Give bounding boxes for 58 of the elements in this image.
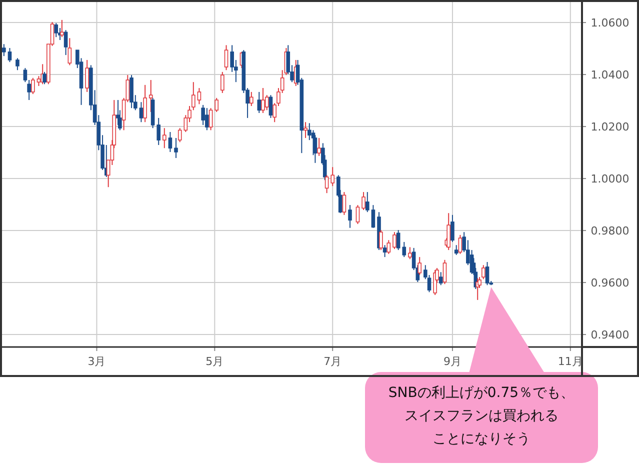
candlestick (268, 94, 273, 118)
x-tick-label: 3月 (88, 355, 106, 368)
candlestick (317, 137, 321, 156)
candlestick (148, 79, 153, 112)
candlestick (208, 108, 213, 131)
candlestick (257, 91, 262, 114)
x-tick-label: 9月 (443, 355, 462, 368)
candlestick (205, 108, 209, 131)
candlestick (250, 91, 254, 106)
y-tick-label: 1.0600 (590, 16, 630, 30)
candlestick (174, 137, 178, 158)
candlestick (458, 234, 462, 254)
candlestick (168, 131, 172, 153)
y-tick-label: 0.9800 (590, 224, 630, 238)
x-tick-label: 5月 (206, 355, 224, 368)
y-tick-label: 1.0000 (590, 172, 630, 186)
candlestick (224, 44, 228, 71)
candlestick (485, 261, 490, 286)
candlestick (324, 174, 329, 194)
y-tick-label: 1.0400 (590, 68, 630, 82)
candlestick (382, 244, 387, 258)
candlestick (156, 117, 160, 146)
text: SNBの利上げが0.75％でも、 (388, 385, 575, 401)
candlestick (371, 204, 376, 228)
candlestick (197, 88, 202, 105)
candlestick (162, 128, 166, 149)
candlestick (450, 214, 454, 242)
candlestick (143, 84, 147, 123)
candlestick (356, 204, 360, 225)
candlestick (348, 204, 352, 228)
candlestick (362, 192, 366, 210)
candlestick (408, 246, 412, 260)
candlestick (446, 212, 450, 251)
candlestick (330, 166, 334, 187)
candlestick (392, 232, 396, 250)
candlestick (396, 230, 400, 251)
x-tick-label: 7月 (324, 355, 342, 368)
candlestick (379, 230, 383, 251)
candlestick (454, 244, 458, 256)
text: スイスフランは買われる (404, 408, 558, 424)
y-tick-label: 1.0200 (590, 120, 630, 134)
candlestick (418, 256, 422, 276)
y-tick-label: 0.9400 (590, 328, 630, 342)
candlestick (139, 102, 144, 123)
candlestick (304, 122, 308, 138)
candlestick (366, 192, 370, 213)
candlestick (442, 259, 447, 285)
candlestick (438, 272, 443, 286)
candlestick (342, 192, 346, 216)
candlestick (178, 128, 182, 143)
y-tick-label: 0.9600 (590, 276, 630, 290)
text: ことになりそう (432, 431, 530, 447)
candlestick (261, 88, 265, 114)
x-tick-label: 11月 (558, 355, 583, 368)
candlestick (214, 97, 218, 112)
candlestick (402, 241, 406, 258)
candlestick (220, 71, 224, 94)
candlestick (386, 240, 391, 254)
